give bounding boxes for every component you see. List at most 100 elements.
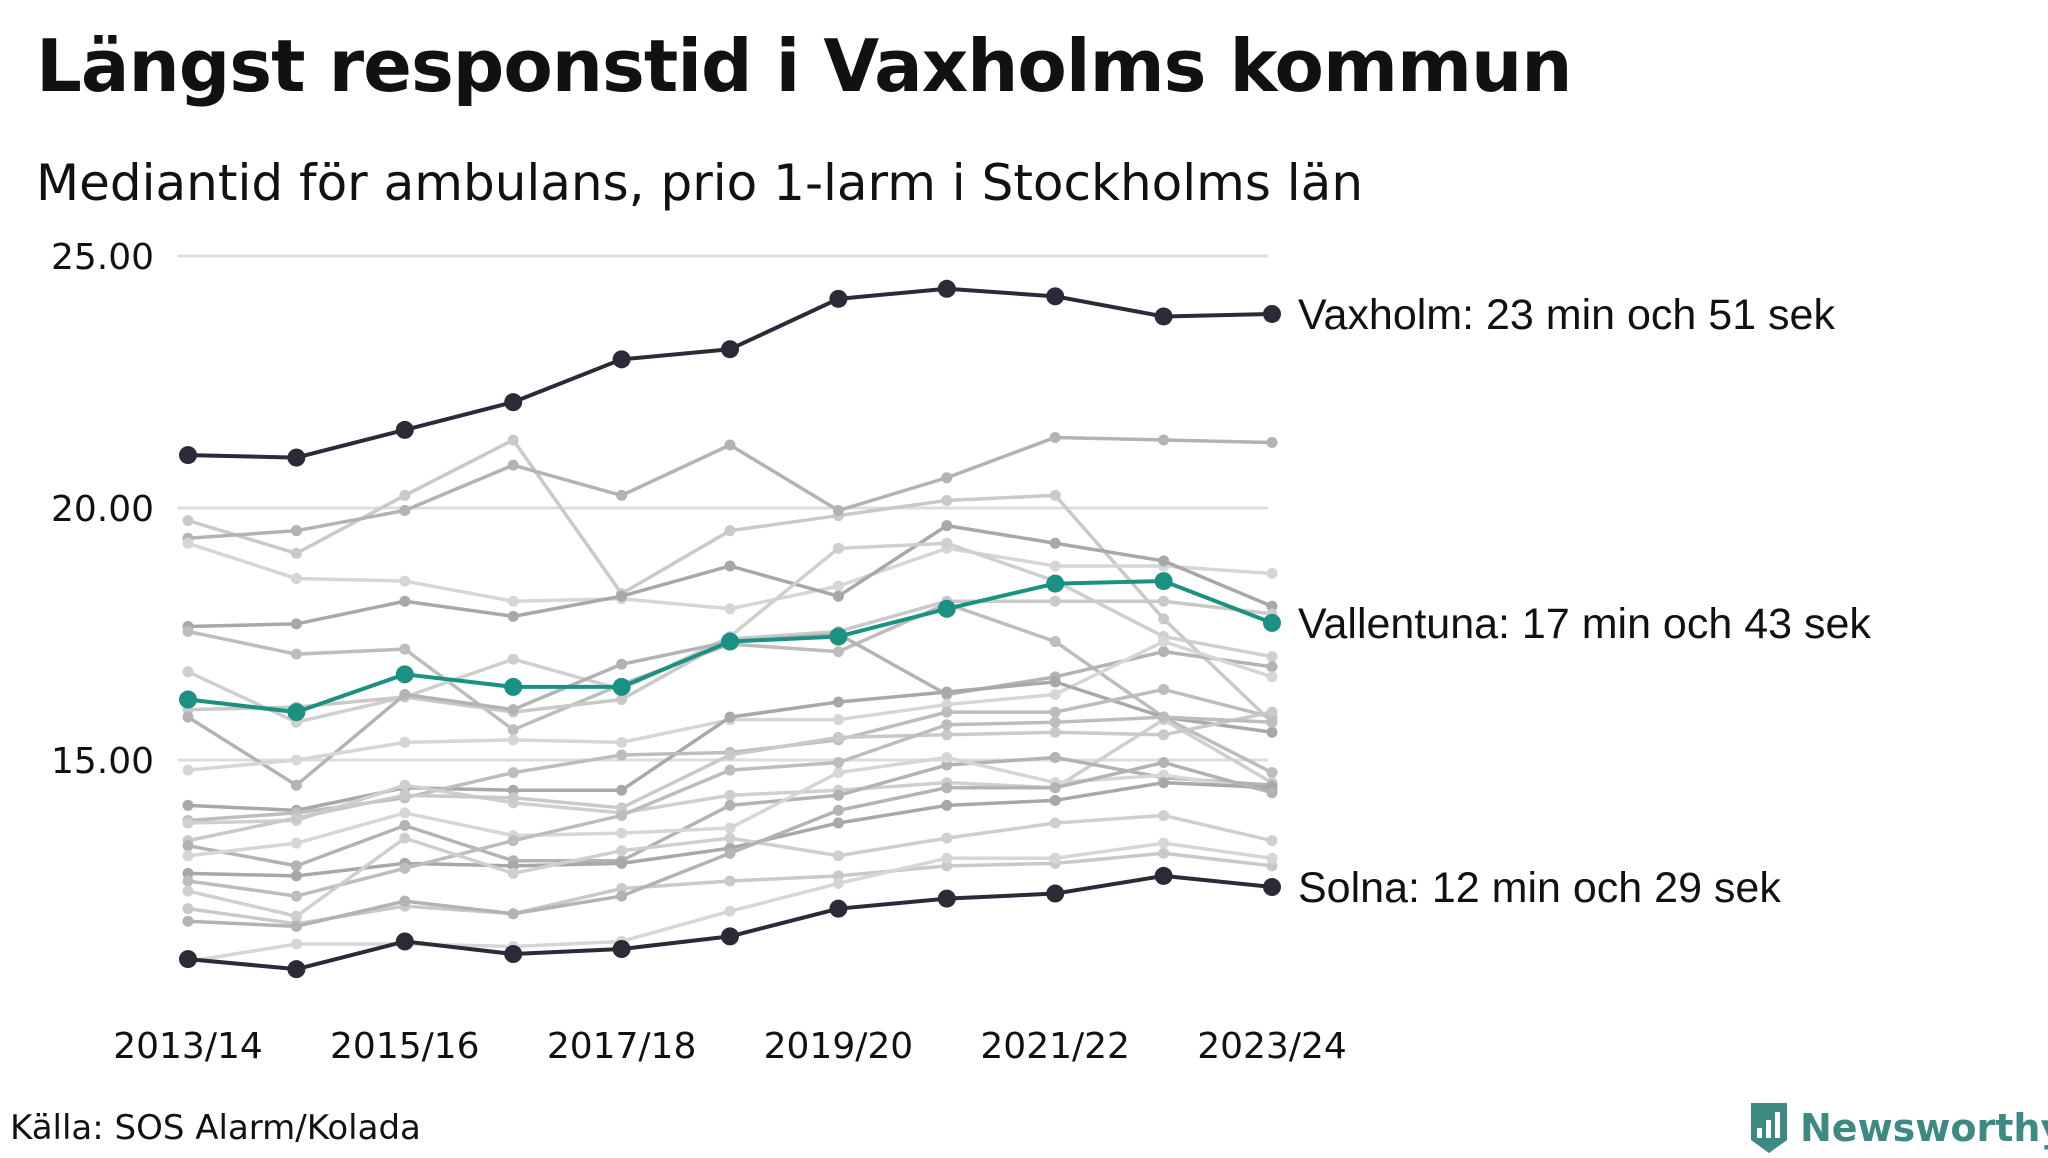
background-series bbox=[182, 431, 1278, 968]
data-point bbox=[1266, 860, 1278, 872]
data-point bbox=[937, 889, 956, 908]
data-point bbox=[399, 832, 411, 844]
data-point bbox=[182, 625, 194, 637]
data-point bbox=[612, 677, 631, 696]
background-series-line bbox=[182, 847, 1278, 930]
data-point bbox=[941, 799, 953, 811]
data-point bbox=[1158, 711, 1170, 723]
data-point bbox=[290, 920, 302, 932]
data-point bbox=[504, 393, 523, 412]
data-point bbox=[616, 694, 628, 706]
data-point bbox=[1158, 837, 1170, 849]
data-point bbox=[1266, 767, 1278, 779]
data-point bbox=[1049, 726, 1061, 738]
data-point bbox=[399, 807, 411, 819]
data-point bbox=[290, 547, 302, 559]
data-point bbox=[832, 870, 844, 882]
series-path bbox=[187, 286, 1273, 460]
data-point bbox=[395, 665, 414, 684]
y-tick-label: 25.00 bbox=[51, 237, 154, 278]
data-point bbox=[1158, 729, 1170, 741]
data-point bbox=[1266, 436, 1278, 448]
data-point bbox=[1049, 782, 1061, 794]
data-point bbox=[1154, 866, 1173, 885]
data-point bbox=[941, 699, 953, 711]
data-point bbox=[616, 590, 628, 602]
series-end-label: Solna: 12 min och 29 sek bbox=[1298, 864, 1781, 912]
data-point bbox=[399, 736, 411, 748]
data-point bbox=[1266, 726, 1278, 738]
grid-lines bbox=[178, 254, 1268, 762]
data-point bbox=[395, 420, 414, 439]
data-point bbox=[399, 489, 411, 501]
y-axis-ticks: 15.00 20.00 25.00 bbox=[51, 237, 154, 782]
data-point bbox=[287, 448, 306, 467]
data-point bbox=[724, 847, 736, 859]
x-tick-label: 2015/16 bbox=[330, 1026, 480, 1067]
brand-logo: Newsworthy bbox=[1748, 1098, 2048, 1158]
data-point bbox=[399, 779, 411, 791]
background-series-line bbox=[182, 809, 1278, 922]
data-point bbox=[1266, 835, 1278, 847]
data-point bbox=[1263, 613, 1281, 632]
data-point bbox=[941, 494, 953, 506]
data-point bbox=[1046, 574, 1065, 593]
data-point bbox=[612, 350, 631, 369]
highlighted-series-line bbox=[179, 279, 1281, 467]
data-point bbox=[1049, 636, 1061, 648]
data-point bbox=[724, 711, 736, 723]
data-point bbox=[616, 890, 628, 902]
highlighted-series bbox=[179, 279, 1281, 979]
data-point bbox=[616, 857, 628, 869]
data-point bbox=[290, 938, 302, 950]
data-point bbox=[182, 867, 194, 879]
data-point bbox=[1158, 769, 1170, 781]
data-point bbox=[832, 505, 844, 517]
data-point bbox=[399, 575, 411, 587]
data-point bbox=[616, 827, 628, 839]
data-point bbox=[721, 632, 739, 651]
data-point bbox=[182, 875, 194, 887]
series-end-label: Vaxholm: 23 min och 51 sek bbox=[1298, 291, 1835, 339]
y-tick-label: 20.00 bbox=[51, 489, 154, 530]
data-point bbox=[616, 658, 628, 670]
data-point bbox=[1263, 304, 1281, 323]
chart-subtitle: Mediantid för ambulans, prio 1-larm i St… bbox=[36, 154, 1364, 212]
data-point bbox=[399, 789, 411, 801]
highlighted-series-line bbox=[179, 866, 1281, 979]
data-point bbox=[616, 809, 628, 821]
data-point bbox=[616, 784, 628, 796]
data-point bbox=[724, 560, 736, 572]
data-point bbox=[507, 908, 519, 920]
data-point bbox=[1266, 787, 1278, 799]
data-point bbox=[1266, 852, 1278, 864]
data-point bbox=[1158, 777, 1170, 789]
data-point bbox=[1049, 706, 1061, 718]
data-point bbox=[507, 867, 519, 879]
data-point bbox=[507, 835, 519, 847]
source-note: Källa: SOS Alarm/Kolada bbox=[10, 1108, 421, 1148]
data-point bbox=[182, 666, 194, 678]
background-series-line bbox=[182, 434, 1278, 728]
data-point bbox=[507, 784, 519, 796]
data-point bbox=[941, 686, 953, 698]
data-point bbox=[724, 822, 736, 834]
data-point bbox=[1158, 434, 1170, 446]
data-point bbox=[287, 960, 306, 979]
data-point bbox=[179, 950, 197, 969]
data-point bbox=[1266, 716, 1278, 728]
data-point bbox=[290, 890, 302, 902]
data-point bbox=[1049, 852, 1061, 864]
data-point bbox=[182, 850, 194, 862]
data-point bbox=[832, 646, 844, 658]
data-point bbox=[616, 749, 628, 761]
data-point bbox=[941, 852, 953, 864]
data-point bbox=[1158, 636, 1170, 648]
data-point bbox=[616, 736, 628, 748]
data-point bbox=[290, 812, 302, 824]
data-point bbox=[832, 542, 844, 554]
data-point bbox=[1266, 661, 1278, 673]
data-point bbox=[832, 877, 844, 889]
data-point bbox=[616, 489, 628, 501]
data-point bbox=[832, 731, 844, 743]
